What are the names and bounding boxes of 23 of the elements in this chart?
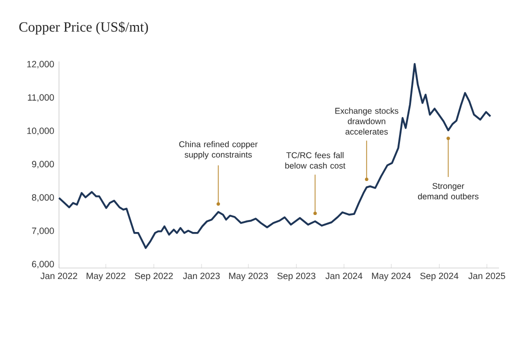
chart-title: Copper Price (US$/mt) [19, 21, 148, 35]
annotation: Stronger demand outbers [418, 183, 479, 200]
y-tick-label: 8,000 [32, 194, 54, 202]
annotation: China refined copper supply constraints [179, 141, 258, 160]
x-tick-label: Jan 2024 [325, 272, 362, 280]
x-tick-label: Sep 2023 [277, 272, 316, 281]
x-tick-label: May 2024 [372, 272, 411, 281]
y-tick-label: 6,000 [32, 260, 54, 268]
x-tick-label: Jan 2023 [182, 272, 220, 280]
x-tick-label: Sep 2024 [420, 272, 458, 281]
y-tick-label: 9,000 [32, 160, 54, 168]
x-tick-label: Sep 2022 [134, 272, 173, 281]
annotation: TC/RC fees fall below cash cost [285, 152, 346, 169]
x-tick-label: Jan 2022 [40, 272, 78, 280]
annotation: Exchange stocks drawdown accelerates [335, 108, 398, 135]
y-tick-label: 11,000 [28, 94, 54, 102]
y-tick-label: 10,000 [27, 128, 54, 136]
x-tick-label: Jan 2025 [468, 272, 506, 280]
line-series [58, 63, 492, 249]
x-tick-label: May 2022 [86, 272, 126, 281]
y-tick-label: 7,000 [32, 228, 54, 236]
y-tick-label: 12,000 [27, 60, 54, 68]
x-tick-label: May 2023 [229, 272, 268, 281]
